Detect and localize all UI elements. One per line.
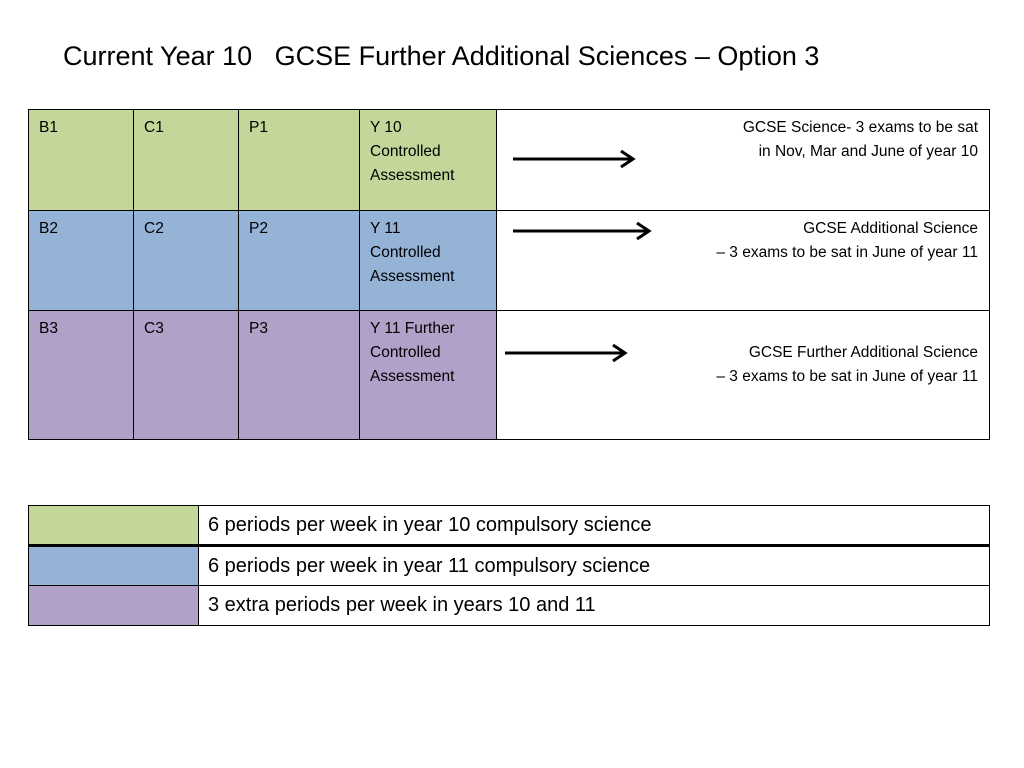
assessment-line: Y 11 Further [370,320,455,337]
physics-cell: P2 [238,210,360,311]
assessment-line: Assessment [370,167,455,184]
result-line: – 3 exams to be sat in June of year 11 [716,368,978,385]
color-key-table: 6 periods per week in year 10 compulsory… [28,505,990,626]
assessment-line: Y 11 [370,220,401,237]
result-line: GCSE Science- 3 exams to be sat [742,119,978,136]
result-line: in Nov, Mar and June of year 10 [758,143,978,160]
result-cell: GCSE Further Additional Science – 3 exam… [496,310,990,440]
result-text: GCSE Further Additional Science – 3 exam… [716,341,978,389]
assessment-cell: Y 10 Controlled Assessment [359,109,497,211]
option-table: B1 C1 P1 Y 10 Controlled Assessment GCSE… [28,109,990,440]
assessment-line: Controlled [370,143,441,160]
assessment-line: Assessment [370,368,455,385]
assessment-line: Controlled [370,344,441,361]
assessment-cell: Y 11 Further Controlled Assessment [359,310,497,440]
table-row-year11: B2 C2 P2 Y 11 Controlled Assessment GCSE… [28,210,990,311]
table-row-further: B3 C3 P3 Y 11 Further Controlled Assessm… [28,310,990,440]
physics-cell: P1 [238,109,360,211]
key-swatch-green [28,505,199,547]
key-label: 3 extra periods per week in years 10 and… [198,585,990,626]
key-label: 6 periods per week in year 11 compulsory… [198,545,990,586]
chemistry-cell: C1 [133,109,239,211]
arrow-right-icon [513,222,653,240]
arrow-right-icon [505,344,629,362]
key-swatch-purple [28,585,199,626]
key-label: 6 periods per week in year 10 compulsory… [198,505,990,547]
result-text: GCSE Science- 3 exams to be sat in Nov, … [743,116,978,164]
chemistry-cell: C2 [133,210,239,311]
result-line: GCSE Further Additional Science [748,344,978,361]
result-cell: GCSE Science- 3 exams to be sat in Nov, … [496,109,990,211]
result-line: GCSE Additional Science [803,220,978,237]
assessment-line: Y 10 [370,119,402,136]
assessment-cell: Y 11 Controlled Assessment [359,210,497,311]
assessment-line: Assessment [370,268,455,285]
result-line: – 3 exams to be sat in June of year 11 [716,244,978,261]
biology-cell: B2 [28,210,134,311]
key-row: 3 extra periods per week in years 10 and… [28,585,990,626]
table-row-year10: B1 C1 P1 Y 10 Controlled Assessment GCSE… [28,109,990,211]
biology-cell: B1 [28,109,134,211]
key-swatch-blue [28,545,199,586]
key-row: 6 periods per week in year 10 compulsory… [28,505,990,547]
result-text: GCSE Additional Science – 3 exams to be … [716,217,978,265]
assessment-line: Controlled [370,244,441,261]
physics-cell: P3 [238,310,360,440]
chemistry-cell: C3 [133,310,239,440]
biology-cell: B3 [28,310,134,440]
slide-title: Current Year 10 GCSE Further Additional … [63,41,820,71]
key-row: 6 periods per week in year 11 compulsory… [28,545,990,586]
arrow-right-icon [513,150,637,168]
result-cell: GCSE Additional Science – 3 exams to be … [496,210,990,311]
